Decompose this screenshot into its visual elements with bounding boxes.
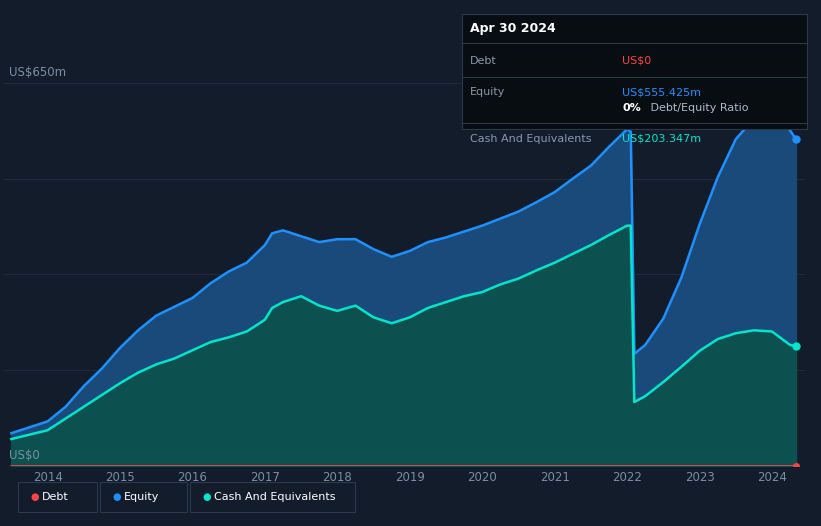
Text: ●: ● bbox=[203, 492, 211, 502]
Text: Cash And Equivalents: Cash And Equivalents bbox=[470, 134, 592, 144]
Text: Debt: Debt bbox=[42, 492, 69, 502]
Text: US$650m: US$650m bbox=[9, 66, 66, 79]
Text: 0%: 0% bbox=[622, 103, 641, 113]
Text: US$203.347m: US$203.347m bbox=[622, 134, 701, 144]
Text: US$0: US$0 bbox=[9, 449, 39, 461]
Text: Apr 30 2024: Apr 30 2024 bbox=[470, 22, 556, 35]
Text: US$555.425m: US$555.425m bbox=[622, 87, 701, 97]
Text: ●: ● bbox=[112, 492, 121, 502]
Text: Debt/Equity Ratio: Debt/Equity Ratio bbox=[647, 103, 748, 113]
Text: ●: ● bbox=[30, 492, 39, 502]
Text: Equity: Equity bbox=[124, 492, 159, 502]
Text: Debt: Debt bbox=[470, 56, 497, 66]
Text: Equity: Equity bbox=[470, 87, 506, 97]
Text: US$0: US$0 bbox=[622, 56, 651, 66]
Text: Cash And Equivalents: Cash And Equivalents bbox=[214, 492, 336, 502]
